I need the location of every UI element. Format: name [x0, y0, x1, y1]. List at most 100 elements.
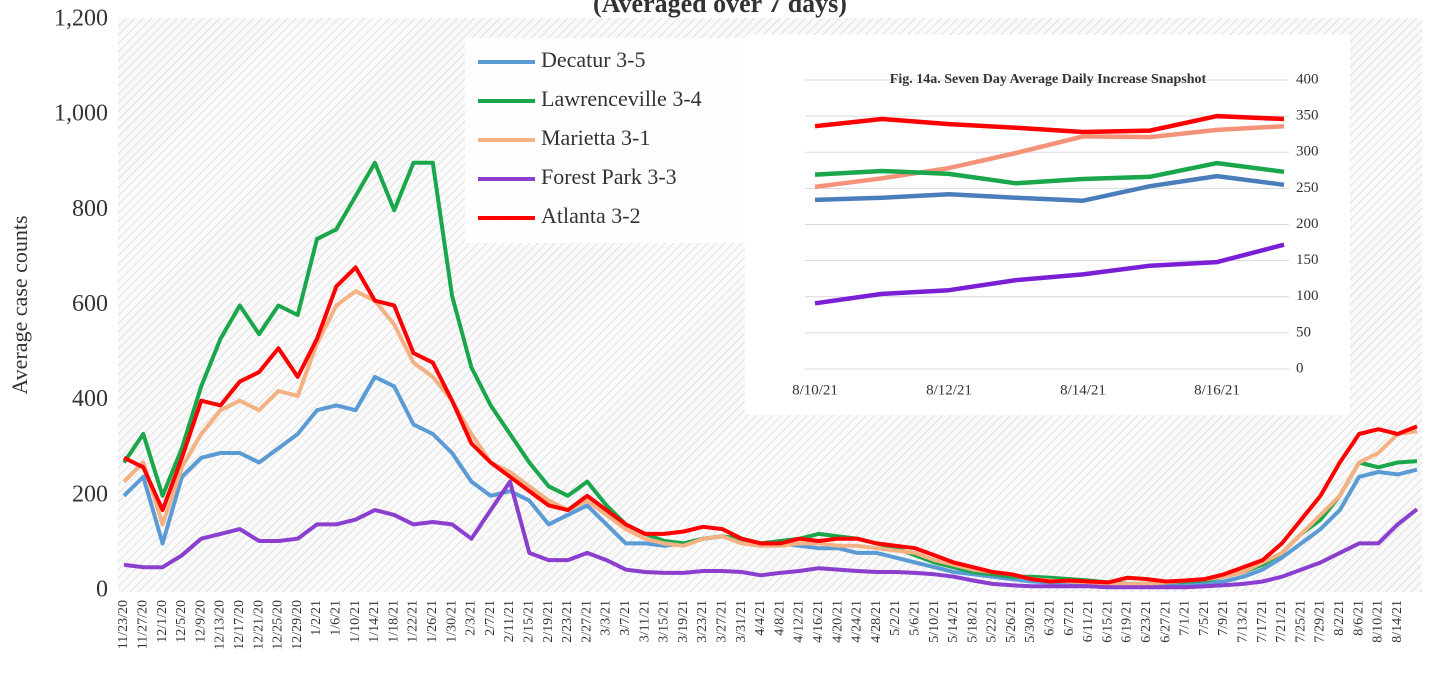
x-tick-label: 7/17/21	[1255, 600, 1270, 643]
x-tick-label: 4/24/21	[850, 600, 865, 643]
x-tick-label: 2/7/21	[483, 600, 498, 636]
x-tick-label: 7/29/21	[1313, 600, 1328, 643]
y-tick-label: 300	[1296, 144, 1319, 160]
x-tick-label: 7/25/21	[1293, 600, 1308, 643]
x-tick-label: 1/22/21	[406, 600, 421, 643]
x-tick-label: 5/10/21	[927, 600, 942, 643]
legend-label: Decatur 3-5	[541, 47, 645, 72]
y-axis-label: Average case counts	[7, 215, 32, 394]
y-tick-label: 100	[1296, 288, 1319, 304]
x-tick-label: 3/31/21	[734, 600, 749, 643]
series-line	[814, 173, 1285, 203]
y-tick-label: 150	[1296, 252, 1319, 268]
x-tick-label: 2/11/21	[502, 600, 517, 642]
x-tick-label: 5/18/21	[965, 600, 980, 643]
x-tick-label: 1/6/21	[329, 600, 344, 636]
x-tick-label: 8/16/21	[1194, 382, 1240, 398]
y-tick-label: 1,000	[54, 101, 108, 127]
x-tick-label: 5/14/21	[946, 600, 961, 643]
x-tick-label: 4/4/21	[753, 600, 768, 636]
x-tick-label: 3/3/21	[599, 600, 614, 636]
x-tick-label: 8/12/21	[926, 382, 972, 398]
x-tick-label: 2/27/21	[579, 600, 594, 643]
x-tick-label: 12/25/20	[271, 600, 286, 650]
x-tick-label: 6/15/21	[1100, 600, 1115, 643]
y-tick-label: 400	[72, 386, 108, 412]
legend-label: Forest Park 3-3	[541, 164, 677, 189]
x-tick-label: 4/28/21	[869, 600, 884, 643]
x-tick-label: 11/23/20	[116, 600, 131, 649]
y-tick-label: 800	[72, 196, 108, 222]
x-tick-label: 7/21/21	[1274, 600, 1289, 643]
x-tick-label: 2/19/21	[541, 600, 556, 643]
x-tick-label: 12/17/20	[232, 600, 247, 650]
x-tick-label: 3/7/21	[618, 600, 633, 636]
x-tick-label: 1/2/21	[309, 600, 324, 636]
x-tick-label: 5/2/21	[888, 600, 903, 636]
x-tick-label: 7/1/21	[1178, 600, 1193, 636]
legend-label: Lawrenceville 3-4	[541, 86, 702, 111]
y-tick-label: 250	[1296, 180, 1319, 196]
x-tick-label: 4/20/21	[830, 600, 845, 643]
x-tick-label: 1/18/21	[386, 600, 401, 643]
x-tick-label: 8/10/21	[792, 382, 838, 398]
series-line	[814, 123, 1285, 190]
x-tick-label: 3/15/21	[657, 600, 672, 643]
x-tick-label: 8/2/21	[1332, 600, 1347, 636]
x-tick-label: 7/13/21	[1236, 600, 1251, 643]
x-tick-label: 5/26/21	[1004, 600, 1019, 643]
x-tick-label: 2/15/21	[521, 600, 536, 643]
y-tick-label: 200	[1296, 216, 1319, 232]
x-tick-label: 12/5/20	[174, 600, 189, 643]
x-tick-label: 7/9/21	[1216, 600, 1231, 636]
x-tick-label: 5/22/21	[985, 600, 1000, 643]
x-tick-label: 12/21/20	[251, 600, 266, 650]
x-tick-label: 12/29/20	[290, 600, 305, 650]
x-tick-label: 1/10/21	[348, 600, 363, 643]
x-tick-label: 4/8/21	[772, 600, 787, 636]
legend-label: Marietta 3-1	[541, 125, 650, 150]
x-tick-label: 1/30/21	[444, 600, 459, 643]
x-tick-label: 4/12/21	[792, 600, 807, 643]
x-tick-label: 5/6/21	[907, 600, 922, 636]
y-tick-label: 600	[72, 291, 108, 317]
x-tick-label: 6/19/21	[1120, 600, 1135, 643]
x-tick-label: 3/19/21	[676, 600, 691, 643]
x-tick-label: 8/14/21	[1060, 382, 1106, 398]
x-tick-label: 3/23/21	[695, 600, 710, 643]
x-tick-label: 6/27/21	[1158, 600, 1173, 643]
x-tick-label: 3/27/21	[714, 600, 729, 643]
series-line	[814, 242, 1285, 306]
x-tick-label: 8/6/21	[1351, 600, 1366, 636]
x-tick-label: 8/14/21	[1390, 600, 1405, 643]
x-tick-label: 7/5/21	[1197, 600, 1212, 636]
x-tick-label: 1/26/21	[425, 600, 440, 643]
x-tick-label: 11/27/20	[136, 600, 151, 649]
y-tick-label: 0	[1296, 360, 1304, 376]
series-line	[814, 160, 1285, 186]
x-tick-label: 2/3/21	[464, 600, 479, 636]
x-tick-label: 12/9/20	[193, 600, 208, 643]
legend-label: Atlanta 3-2	[541, 203, 641, 228]
x-tick-label: 6/7/21	[1062, 600, 1077, 636]
x-tick-label: 6/3/21	[1043, 600, 1058, 636]
x-tick-label: 6/23/21	[1139, 600, 1154, 643]
y-tick-label: 350	[1296, 108, 1319, 124]
series-line	[814, 113, 1285, 135]
y-tick-label: 400	[1296, 71, 1319, 87]
x-tick-label: 5/30/21	[1023, 600, 1038, 643]
x-tick-label: 6/11/21	[1081, 600, 1096, 642]
x-tick-label: 2/23/21	[560, 600, 575, 643]
inset-title: Fig. 14a. Seven Day Average Daily Increa…	[890, 72, 1207, 87]
series-line	[123, 479, 1419, 590]
series-line	[123, 265, 1418, 585]
y-tick-label: 200	[72, 481, 108, 507]
x-tick-label: 4/16/21	[811, 600, 826, 643]
x-tick-label: 12/13/20	[213, 600, 228, 650]
x-tick-label: 1/14/21	[367, 600, 382, 643]
x-tick-label: 8/10/21	[1371, 600, 1386, 643]
y-tick-label: 50	[1296, 324, 1311, 340]
x-tick-label: 12/1/20	[155, 600, 170, 643]
y-tick-label: 1,200	[54, 6, 108, 32]
